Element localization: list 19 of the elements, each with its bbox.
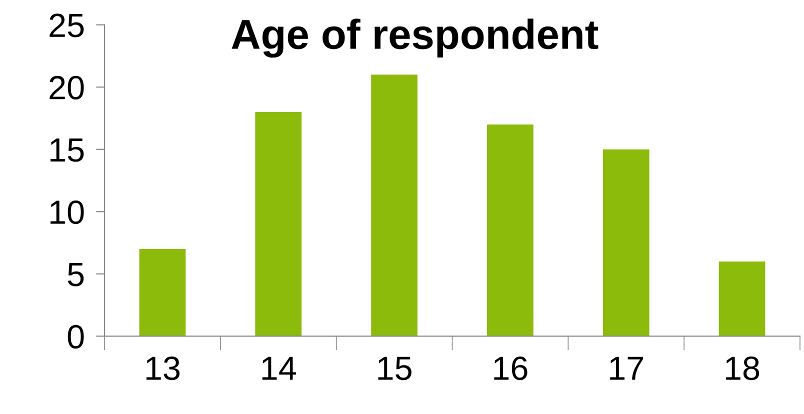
- y-tick-label: 5: [68, 263, 84, 286]
- bar: [718, 261, 766, 336]
- bar: [371, 74, 418, 336]
- y-tick-label: 0: [68, 324, 84, 349]
- bar: [487, 124, 534, 336]
- y-tick-label: 20: [50, 76, 84, 100]
- x-tick-label: 13: [146, 356, 180, 380]
- y-tick-label: 25: [50, 14, 84, 38]
- bar: [139, 248, 186, 336]
- y-tick-label: 15: [50, 138, 84, 162]
- x-tick-label: 17: [610, 356, 643, 380]
- bar: [255, 112, 302, 336]
- x-tick-label: 16: [494, 356, 528, 380]
- x-tick-label: 14: [262, 356, 296, 380]
- chart-title: Age of respondent: [232, 18, 598, 58]
- x-tick-label: 15: [378, 356, 412, 380]
- y-tick-label: 10: [50, 200, 84, 224]
- x-tick-label: 18: [726, 356, 760, 380]
- bar: [602, 149, 650, 336]
